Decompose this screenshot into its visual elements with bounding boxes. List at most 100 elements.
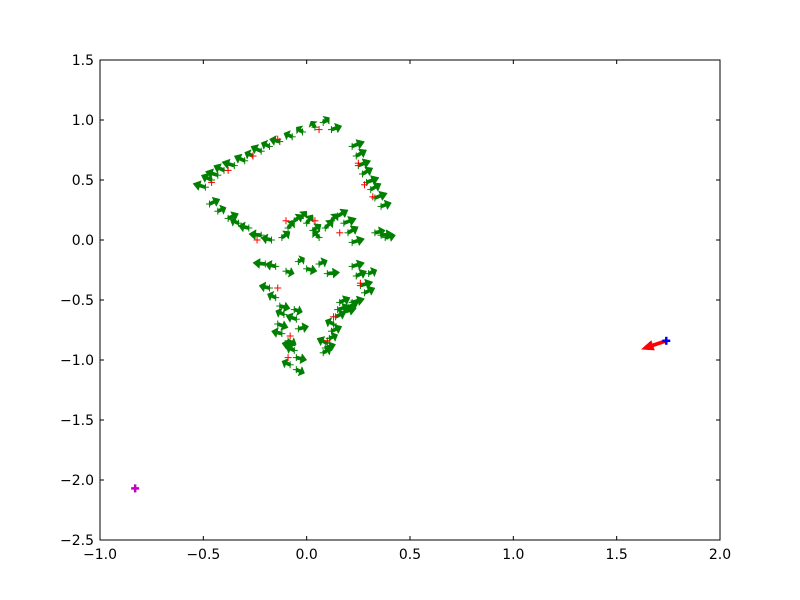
- arrow-0: [252, 258, 266, 269]
- point-1: [323, 337, 331, 345]
- arrow-0: [221, 158, 236, 170]
- point-1: [208, 178, 216, 186]
- arrow-0: [359, 278, 374, 290]
- chart-marks: [131, 115, 671, 493]
- point-0: [327, 327, 335, 335]
- point-1: [330, 313, 338, 321]
- arrow-0: [298, 210, 308, 220]
- point-0: [319, 118, 327, 126]
- point-0: [224, 214, 232, 222]
- y-tick-label: 1.5: [72, 53, 94, 69]
- point-1: [282, 217, 290, 225]
- point-0: [288, 342, 296, 350]
- point-0: [286, 361, 294, 369]
- x-tick-label: −0.5: [186, 547, 220, 563]
- point-1: [336, 229, 344, 237]
- point-0: [377, 231, 385, 239]
- point-0: [358, 170, 366, 178]
- point-0: [245, 224, 253, 232]
- arrow-0: [286, 220, 295, 230]
- point-0: [241, 157, 249, 165]
- y-tick-label: −1.0: [60, 353, 94, 369]
- point-0: [365, 270, 373, 278]
- y-tick-label: 1.0: [72, 113, 94, 129]
- point-0: [303, 219, 311, 227]
- point-0: [336, 298, 344, 306]
- point-0: [377, 202, 385, 210]
- point-0: [288, 133, 296, 141]
- point-0: [272, 262, 280, 270]
- point-0: [334, 306, 342, 314]
- point-0: [257, 231, 265, 239]
- point-0: [348, 238, 356, 246]
- arrow-0: [295, 353, 308, 365]
- point-0: [323, 270, 331, 278]
- point-0: [327, 126, 335, 134]
- arrow-0: [283, 130, 294, 141]
- point-0: [290, 306, 298, 314]
- point-0: [230, 162, 238, 170]
- arrow-0: [271, 327, 283, 338]
- arrow-0: [276, 320, 289, 331]
- point-0: [290, 346, 298, 354]
- point-0: [280, 310, 288, 318]
- arrow-0: [264, 259, 277, 271]
- point-0: [257, 147, 265, 155]
- point-1: [284, 354, 292, 362]
- point-0: [276, 302, 284, 310]
- point-0: [234, 219, 242, 227]
- point-0: [361, 289, 369, 297]
- point-0: [206, 200, 214, 208]
- arrow-0: [295, 365, 305, 377]
- arrow-0: [269, 135, 281, 146]
- x-tick-label: 2.0: [709, 547, 731, 563]
- point-0: [352, 152, 360, 160]
- point-0: [261, 260, 269, 268]
- arrow-0: [229, 216, 240, 227]
- point-0: [311, 123, 319, 131]
- point-0: [330, 320, 338, 328]
- point-1: [354, 159, 362, 167]
- y-tick-label: −2.5: [60, 533, 94, 549]
- point-1: [249, 152, 257, 160]
- point-1: [274, 284, 282, 292]
- point-2: [662, 336, 671, 345]
- point-1: [361, 181, 369, 189]
- point-0: [268, 236, 276, 244]
- point-0: [265, 284, 273, 292]
- arrow-0: [267, 290, 277, 302]
- point-0: [292, 315, 300, 323]
- y-tick-label: 0.0: [72, 233, 94, 249]
- x-tick-label: 0.0: [296, 547, 318, 563]
- y-tick-label: 0.5: [72, 173, 94, 189]
- point-0: [294, 325, 302, 333]
- point-0: [201, 183, 209, 191]
- point-0: [274, 320, 282, 328]
- arrow-0: [285, 266, 295, 278]
- arrow-0: [304, 214, 314, 225]
- point-0: [296, 214, 304, 222]
- arrow-0: [244, 149, 254, 160]
- point-0: [315, 260, 323, 268]
- arrow-0: [281, 358, 292, 369]
- point-1: [311, 217, 319, 225]
- point-0: [348, 142, 356, 150]
- x-tick-label: 1.0: [502, 547, 524, 563]
- point-0: [265, 142, 273, 150]
- point-0: [292, 354, 300, 362]
- point-0: [340, 219, 348, 227]
- point-3: [131, 484, 140, 493]
- y-tick-label: −1.5: [60, 413, 94, 429]
- point-0: [303, 265, 311, 273]
- point-0: [278, 234, 286, 242]
- point-0: [321, 344, 329, 352]
- y-tick-label: −2.0: [60, 473, 94, 489]
- arrow-0: [306, 264, 318, 276]
- axis-ticks: −1.0 −0.5 0.0 0.5 1.0 1.5 2.0 −2.5 −2.0 −1.5 −1.0 −…: [60, 53, 731, 563]
- point-0: [214, 171, 222, 179]
- axes-background: [100, 60, 720, 540]
- arrow-0: [324, 317, 335, 328]
- point-0: [327, 217, 335, 225]
- point-1: [274, 135, 282, 143]
- arrow-0: [204, 168, 219, 179]
